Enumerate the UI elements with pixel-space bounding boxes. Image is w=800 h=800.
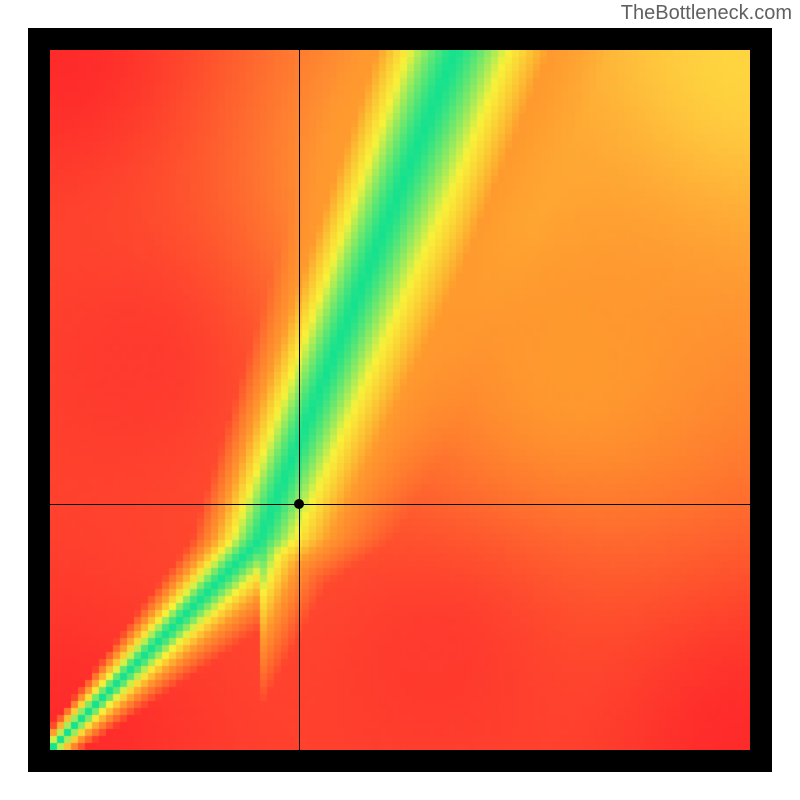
- heatmap-canvas: [50, 50, 750, 750]
- heatmap-plot-area: [50, 50, 750, 750]
- crosshair-vertical: [299, 50, 300, 750]
- marker-dot: [294, 499, 304, 509]
- crosshair-horizontal: [50, 504, 750, 505]
- watermark-text: TheBottleneck.com: [621, 2, 792, 25]
- chart-outer-frame: [28, 28, 772, 772]
